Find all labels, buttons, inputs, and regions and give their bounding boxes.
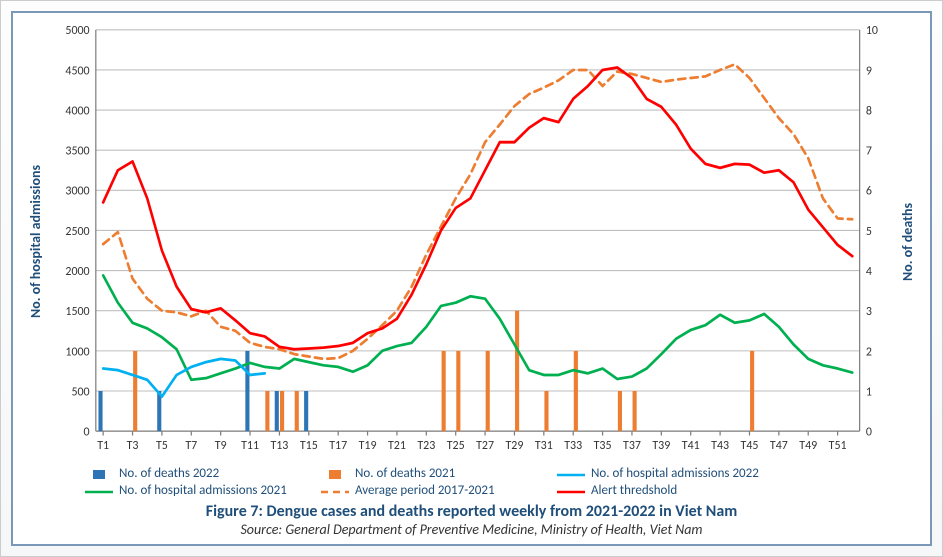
svg-text:4000: 4000	[65, 103, 89, 118]
svg-text:1000: 1000	[65, 344, 89, 359]
legend-item-alert: Alert thredshold	[557, 483, 767, 498]
svg-text:8: 8	[866, 103, 872, 118]
svg-text:1500: 1500	[65, 304, 89, 319]
svg-text:5: 5	[866, 224, 872, 239]
legend-label: No. of deaths 2021	[355, 466, 455, 481]
chart-panel: No. of hospital admissions 0 500 1000 1500 2…	[11, 11, 932, 546]
legend-item-deaths_2022: No. of deaths 2022	[85, 466, 295, 481]
svg-text:T43: T43	[711, 437, 729, 452]
svg-text:T7: T7	[185, 437, 197, 452]
svg-text:T31: T31	[535, 437, 553, 452]
svg-text:10: 10	[866, 23, 878, 38]
svg-text:T49: T49	[799, 437, 817, 452]
svg-text:3: 3	[866, 304, 872, 319]
svg-text:T15: T15	[300, 437, 318, 452]
svg-text:3000: 3000	[65, 183, 89, 198]
legend-swatch	[85, 486, 113, 496]
svg-text:T21: T21	[388, 437, 406, 452]
figure-caption: Figure 7: Dengue cases and deaths report…	[25, 502, 918, 521]
svg-text:2500: 2500	[65, 224, 89, 239]
svg-text:T37: T37	[623, 437, 641, 452]
svg-text:3500: 3500	[65, 143, 89, 158]
svg-text:T47: T47	[770, 437, 788, 452]
legend-swatch	[85, 469, 113, 479]
svg-text:7: 7	[866, 143, 872, 158]
svg-text:T19: T19	[359, 437, 377, 452]
legend-item-hosp_2022: No. of hospital admissions 2022	[557, 466, 767, 481]
svg-text:T9: T9	[215, 437, 227, 452]
svg-text:4: 4	[866, 264, 873, 279]
legend-swatch	[557, 469, 585, 479]
svg-text:T41: T41	[682, 437, 700, 452]
svg-text:T25: T25	[447, 437, 465, 452]
svg-text:T29: T29	[505, 437, 523, 452]
svg-text:0: 0	[866, 424, 872, 439]
legend-label: Average period 2017-2021	[355, 483, 495, 498]
plot-area: 0 500 1000 1500 2000 2500 3000 3500 4000 4500 5000…	[46, 21, 897, 462]
legend-item-avg_2017_2021: Average period 2017-2021	[321, 483, 531, 498]
svg-text:T23: T23	[417, 437, 435, 452]
svg-text:6: 6	[866, 183, 872, 198]
svg-text:T1: T1	[97, 437, 109, 452]
svg-text:4500: 4500	[65, 63, 89, 78]
svg-text:T45: T45	[741, 437, 759, 452]
svg-text:2: 2	[866, 344, 872, 359]
legend-swatch	[321, 486, 349, 496]
svg-text:5000: 5000	[65, 23, 89, 38]
svg-text:9: 9	[866, 63, 872, 78]
svg-text:T17: T17	[329, 437, 347, 452]
svg-text:T5: T5	[156, 437, 168, 452]
legend-label: Alert thredshold	[591, 483, 677, 498]
figure-source: Source: General Department of Preventive…	[25, 521, 918, 538]
svg-text:T51: T51	[829, 437, 847, 452]
svg-text:T27: T27	[476, 437, 494, 452]
legend-swatch	[321, 469, 349, 479]
svg-text:T3: T3	[127, 437, 139, 452]
chart-svg: 0 500 1000 1500 2000 2500 3000 3500 4000 4500 5000…	[46, 21, 897, 462]
y-axis-left-label: No. of hospital admissions	[25, 21, 46, 462]
plot-wrap: No. of hospital admissions 0 500 1000 1500 2…	[25, 21, 918, 462]
svg-text:T39: T39	[652, 437, 670, 452]
svg-text:1: 1	[866, 384, 872, 399]
legend-label: No. of hospital admissions 2022	[591, 466, 759, 481]
legend-swatch	[557, 486, 585, 496]
svg-text:0: 0	[84, 424, 90, 439]
svg-text:T13: T13	[270, 437, 288, 452]
svg-text:500: 500	[71, 384, 89, 399]
y-axis-right-label: No. of deaths	[897, 21, 918, 462]
outer-frame: No. of hospital admissions 0 500 1000 1500 2…	[0, 0, 943, 557]
legend-item-hosp_2021: No. of hospital admissions 2021	[85, 483, 295, 498]
legend-label: No. of deaths 2022	[119, 466, 219, 481]
svg-text:T11: T11	[241, 437, 259, 452]
legend: No. of deaths 2022 No. of deaths 2021 No. …	[25, 462, 918, 500]
legend-item-deaths_2021: No. of deaths 2021	[321, 466, 531, 481]
legend-label: No. of hospital admissions 2021	[119, 483, 287, 498]
svg-text:T35: T35	[594, 437, 612, 452]
svg-text:T33: T33	[564, 437, 582, 452]
svg-text:2000: 2000	[65, 264, 89, 279]
